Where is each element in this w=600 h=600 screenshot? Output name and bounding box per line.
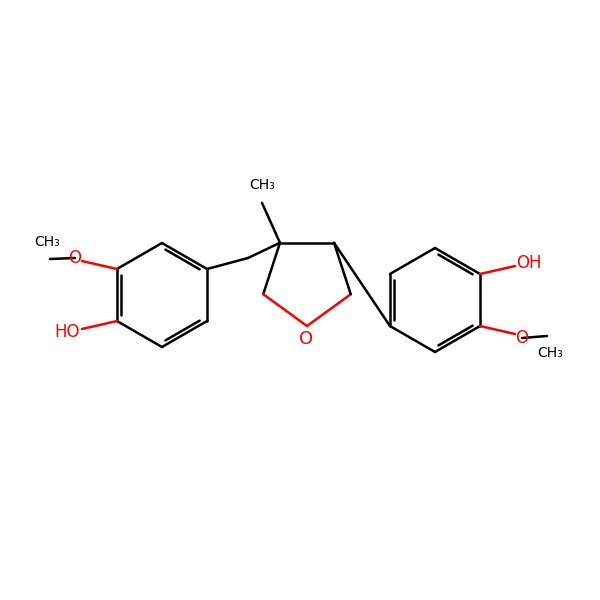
Text: O: O	[68, 249, 82, 267]
Text: OH: OH	[516, 254, 542, 272]
Text: CH₃: CH₃	[34, 235, 60, 249]
Text: O: O	[299, 330, 313, 348]
Text: O: O	[515, 329, 529, 347]
Text: CH₃: CH₃	[537, 346, 563, 360]
Text: CH₃: CH₃	[249, 178, 275, 192]
Text: HO: HO	[54, 323, 80, 341]
